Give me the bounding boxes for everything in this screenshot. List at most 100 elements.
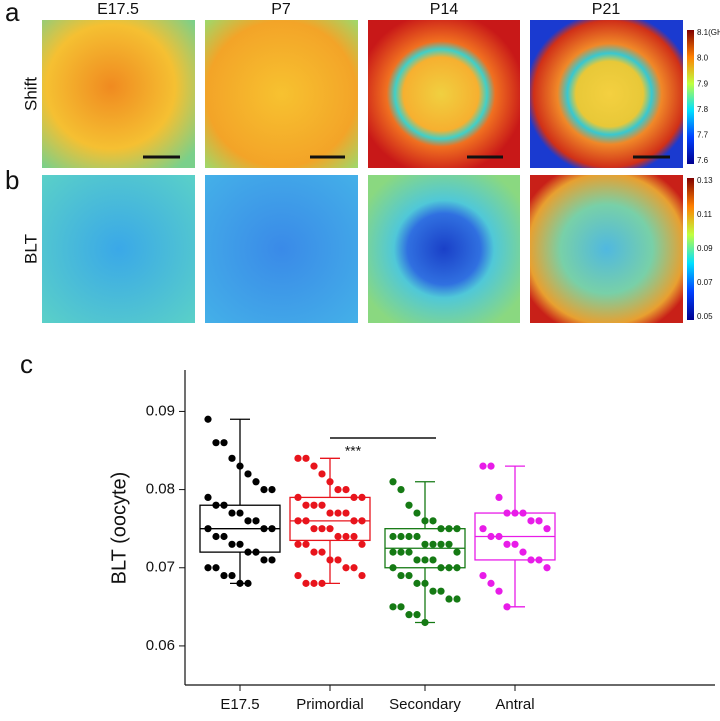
- point: [342, 485, 350, 494]
- point: [260, 525, 268, 533]
- point: [220, 532, 228, 541]
- point: [318, 470, 326, 478]
- colorbar: [687, 178, 694, 320]
- panel-letter: a: [5, 0, 20, 27]
- colorbar-label: 7.7: [697, 131, 709, 140]
- point: [535, 517, 543, 525]
- point: [228, 571, 236, 580]
- colorbar-label: 8.0: [697, 54, 709, 63]
- point: [342, 564, 350, 572]
- point: [350, 517, 358, 525]
- point: [421, 540, 429, 548]
- colorbar: [687, 30, 694, 164]
- point: [503, 509, 511, 517]
- point: [204, 525, 212, 533]
- point: [453, 525, 461, 533]
- point: [479, 571, 487, 580]
- point: [413, 579, 421, 587]
- point: [342, 509, 350, 517]
- point: [212, 501, 220, 509]
- y-tick-label: 0.09: [146, 402, 175, 419]
- point: [453, 564, 461, 572]
- point: [397, 485, 405, 494]
- point: [252, 517, 260, 525]
- point: [334, 532, 342, 541]
- point: [236, 579, 244, 587]
- point: [350, 493, 358, 502]
- x-tick-label: Secondary: [389, 696, 461, 713]
- point: [527, 556, 535, 564]
- point: [252, 478, 260, 486]
- point: [535, 556, 543, 564]
- y-tick-label: 0.07: [146, 559, 175, 576]
- point: [302, 540, 310, 548]
- point: [358, 540, 366, 548]
- point: [236, 462, 244, 470]
- point: [495, 587, 503, 595]
- point: [310, 548, 318, 556]
- point: [236, 509, 244, 517]
- point: [220, 439, 228, 447]
- colorbar-label: 0.05: [697, 312, 713, 321]
- point: [479, 462, 487, 470]
- point: [389, 548, 397, 556]
- point: [310, 525, 318, 533]
- point: [244, 517, 252, 525]
- point: [413, 532, 421, 541]
- x-tick-label: E17.5: [220, 696, 259, 713]
- blt-map: [530, 175, 683, 323]
- point: [543, 564, 551, 572]
- box: [289, 496, 371, 542]
- point: [405, 532, 413, 541]
- point: [252, 548, 260, 556]
- point: [405, 571, 413, 580]
- point: [244, 548, 252, 556]
- blt-map: [205, 175, 358, 323]
- point: [334, 485, 342, 494]
- point: [358, 493, 366, 502]
- shift-map: [42, 20, 195, 168]
- point: [495, 532, 503, 541]
- shift-map: [368, 20, 520, 168]
- point: [429, 556, 437, 564]
- y-tick-label: 0.08: [146, 481, 175, 498]
- point: [326, 478, 334, 486]
- point: [268, 556, 276, 564]
- point: [511, 509, 519, 517]
- point: [318, 579, 326, 587]
- row-label: Shift: [21, 77, 40, 111]
- point: [204, 564, 212, 572]
- point: [397, 571, 405, 580]
- colorbar-label: 7.8: [697, 105, 709, 114]
- point: [543, 525, 551, 533]
- point: [220, 501, 228, 509]
- colorbar-label: 0.11: [697, 210, 713, 219]
- point: [389, 564, 397, 572]
- point: [519, 548, 527, 556]
- point: [453, 595, 461, 603]
- point: [228, 454, 236, 462]
- x-tick-label: Primordial: [296, 696, 364, 713]
- point: [302, 517, 310, 525]
- blt-map: [42, 175, 195, 323]
- point: [495, 493, 503, 502]
- point: [421, 556, 429, 564]
- point: [479, 525, 487, 533]
- point: [429, 517, 437, 525]
- point: [389, 603, 397, 611]
- point: [389, 532, 397, 541]
- point: [302, 579, 310, 587]
- point: [212, 564, 220, 572]
- point: [334, 509, 342, 517]
- point: [302, 454, 310, 462]
- shift-map: [205, 20, 358, 168]
- heatmaps: [42, 20, 694, 323]
- point: [244, 579, 252, 587]
- column-label: E17.5: [97, 1, 139, 18]
- point: [244, 470, 252, 478]
- column-label: P14: [430, 1, 459, 18]
- point: [437, 540, 445, 548]
- point: [389, 478, 397, 486]
- point: [294, 517, 302, 525]
